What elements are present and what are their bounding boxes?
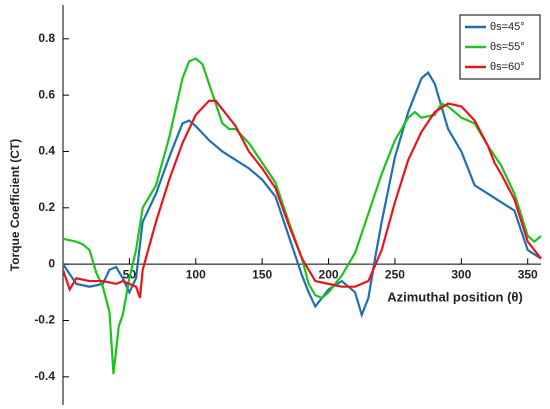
x-tick-label: 200 bbox=[319, 267, 339, 281]
y-tick-label: -0.4 bbox=[34, 369, 55, 383]
legend-label: θs=45° bbox=[490, 21, 525, 33]
y-tick-label: 0.4 bbox=[38, 144, 55, 158]
y-tick-label: 0.2 bbox=[38, 200, 55, 214]
y-tick-label: 0.6 bbox=[38, 87, 55, 101]
x-tick-label: 250 bbox=[385, 267, 405, 281]
y-axis-label: Torque Coefficient (CT) bbox=[8, 139, 22, 271]
series-line bbox=[62, 57, 542, 375]
x-axis-label: Azimuthal position (θ) bbox=[387, 290, 523, 305]
x-tick-label: 300 bbox=[451, 267, 471, 281]
y-tick-label: 0.8 bbox=[38, 31, 55, 45]
x-tick-label: 100 bbox=[186, 267, 206, 281]
y-tick-label: 0 bbox=[48, 256, 55, 270]
legend-label: θs=55° bbox=[490, 41, 525, 53]
x-tick-label: 350 bbox=[518, 267, 538, 281]
x-tick-label: 150 bbox=[252, 267, 272, 281]
series-line bbox=[61, 99, 542, 299]
legend-label: θs=60° bbox=[490, 61, 525, 73]
series-line bbox=[62, 70, 542, 319]
y-tick-label: -0.2 bbox=[34, 313, 55, 327]
